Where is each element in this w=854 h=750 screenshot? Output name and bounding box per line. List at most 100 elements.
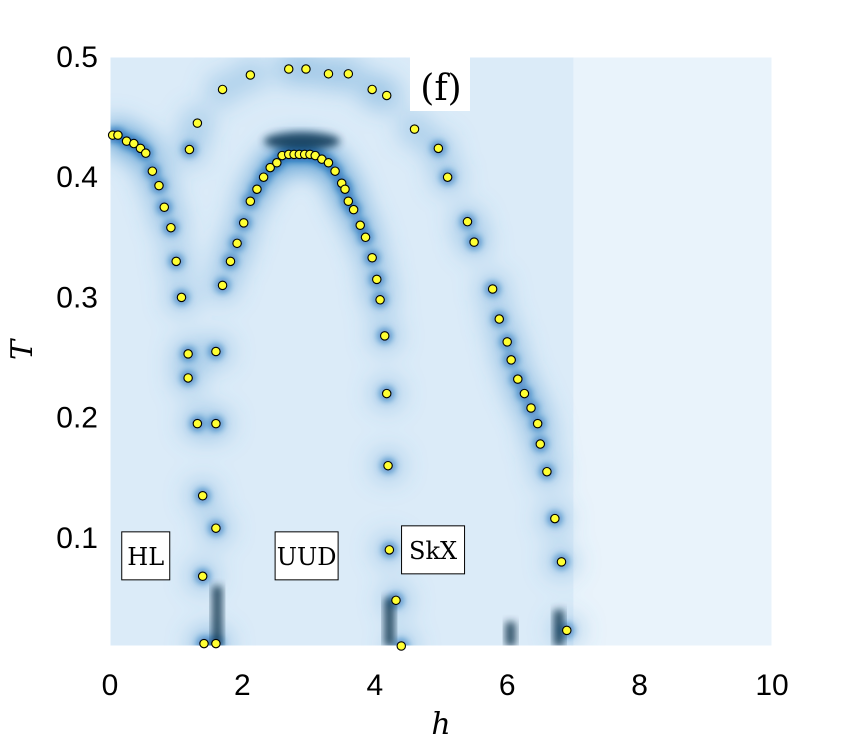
data-point	[245, 196, 256, 206]
data-point	[340, 184, 350, 194]
data-point	[154, 180, 164, 191]
region-label-skx: SkX	[401, 525, 466, 575]
data-point	[211, 346, 221, 357]
data-point	[183, 349, 193, 359]
x-tick-label: 10	[755, 669, 788, 702]
x-tick-label: 0	[102, 669, 119, 702]
data-point	[433, 143, 444, 154]
data-point	[494, 314, 505, 324]
data-point	[245, 70, 256, 80]
data-point	[391, 595, 401, 606]
data-point	[360, 232, 371, 243]
data-point	[513, 374, 523, 384]
region-label-text: SkX	[409, 537, 457, 565]
data-point	[199, 638, 209, 649]
data-point	[409, 124, 420, 134]
data-point	[171, 256, 181, 267]
data-point	[367, 84, 377, 95]
region-label-box	[121, 531, 171, 581]
data-point	[192, 118, 203, 128]
heat-streak	[553, 609, 564, 646]
data-point	[159, 202, 170, 213]
data-point	[348, 204, 359, 215]
data-point	[140, 148, 151, 158]
y-tick-labels: 0.1 0.2 0.3 0.4 0.5	[56, 41, 98, 555]
data-point	[252, 184, 262, 194]
data-point	[519, 388, 530, 399]
data-point	[383, 460, 393, 471]
data-point	[535, 439, 546, 449]
data-point	[343, 196, 354, 206]
region-labels: HL UUD SkX	[121, 525, 466, 581]
y-tick-label: 0.5	[56, 41, 98, 74]
heat-streak	[505, 621, 516, 646]
heat-streak	[212, 585, 223, 646]
data-point	[211, 638, 221, 649]
heat-dome-peak	[263, 132, 340, 151]
data-point	[217, 280, 228, 291]
data-point	[343, 69, 354, 79]
data-point	[381, 90, 392, 101]
data-point	[197, 490, 208, 501]
data-point	[211, 418, 221, 429]
data-point	[238, 218, 249, 228]
region-label-hl: HL	[121, 531, 171, 581]
data-point	[323, 158, 334, 168]
data-point	[113, 130, 123, 140]
y-tick-label: 0.1	[56, 522, 98, 555]
data-point	[532, 418, 543, 429]
data-point	[396, 641, 407, 651]
y-axis-label: T	[5, 338, 40, 360]
x-axis-label: h	[431, 707, 450, 742]
data-point	[556, 557, 567, 567]
data-point	[330, 166, 340, 176]
data-point	[562, 625, 572, 636]
x-tick-label: 4	[366, 669, 383, 702]
region-label-uud: UUD	[274, 531, 339, 581]
region-label-text: UUD	[277, 543, 337, 571]
data-point	[355, 220, 365, 231]
data-point	[192, 418, 203, 429]
data-point	[384, 545, 395, 555]
data-point	[379, 331, 390, 341]
data-point	[372, 274, 382, 285]
data-point	[283, 64, 294, 74]
data-point	[147, 166, 158, 176]
x-tick-label: 2	[234, 669, 251, 702]
data-markers	[107, 64, 572, 651]
data-point	[301, 64, 311, 74]
data-point	[272, 158, 282, 168]
data-point	[506, 355, 516, 365]
panel-label: (f)	[420, 68, 461, 109]
data-point	[184, 144, 195, 155]
region-label-box	[274, 531, 339, 581]
data-point	[197, 571, 208, 582]
data-point	[469, 237, 479, 247]
data-point	[367, 252, 377, 263]
x-tick-label: 6	[499, 669, 516, 702]
data-point	[211, 523, 221, 533]
data-point	[542, 466, 552, 477]
y-tick-label: 0.4	[56, 161, 98, 194]
data-point	[225, 256, 236, 267]
data-point	[442, 172, 453, 182]
data-point	[166, 222, 176, 233]
y-tick-label: 0.3	[56, 281, 98, 314]
x-tick-labels: 0 2 4 6 8 10	[102, 669, 789, 702]
data-point	[265, 162, 275, 173]
heat-streak	[384, 597, 395, 646]
panel-label-background	[410, 57, 470, 111]
data-point	[258, 172, 269, 182]
panel-label-box: (f)	[410, 57, 470, 111]
data-point	[375, 295, 385, 305]
data-point	[487, 284, 498, 294]
data-point	[176, 292, 187, 303]
data-point	[462, 216, 473, 227]
y-tick-label: 0.2	[56, 402, 98, 435]
region-label-box	[401, 525, 466, 575]
data-point	[502, 337, 512, 347]
data-point	[550, 513, 560, 524]
data-point	[526, 403, 536, 413]
data-point	[129, 138, 139, 149]
data-point	[323, 69, 334, 79]
